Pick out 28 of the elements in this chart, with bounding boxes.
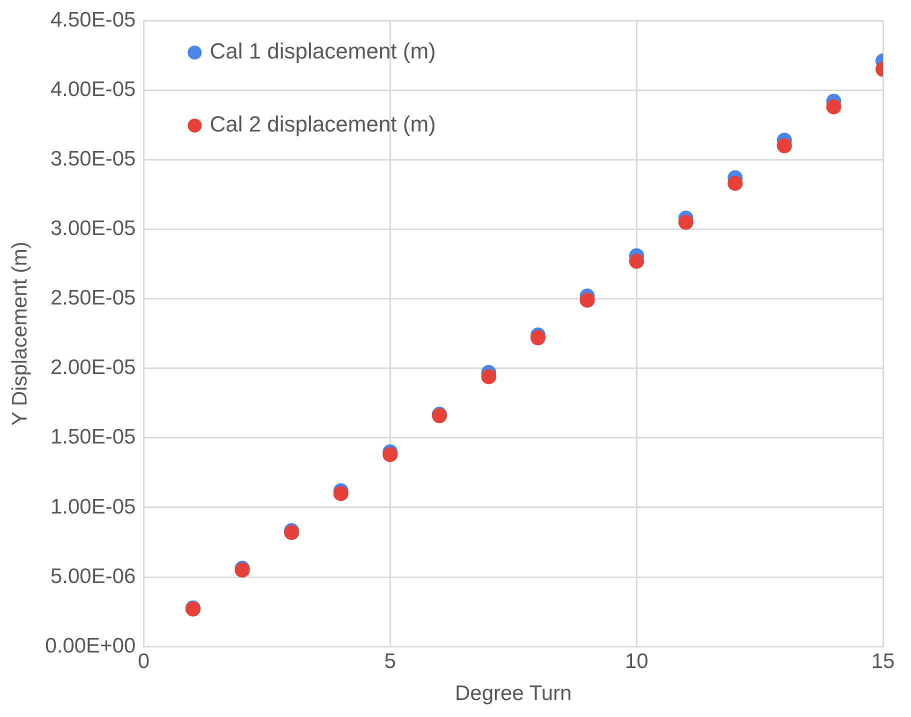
x-axis-title: Degree Turn <box>454 682 572 706</box>
point <box>629 254 644 269</box>
y-axis-title: Y Displacement (m) <box>8 242 32 426</box>
y-tick-label: 3.50E-05 <box>50 148 136 171</box>
legend-label: Cal 2 displacement (m) <box>210 112 436 137</box>
y-tick-label: 5.00E-06 <box>50 564 136 588</box>
point <box>580 292 595 308</box>
point <box>382 447 398 462</box>
y-tick-label: 2.00E-05 <box>50 356 136 380</box>
x-tick-label: 15 <box>871 650 895 673</box>
point <box>776 138 792 154</box>
point <box>826 99 842 114</box>
point <box>333 486 348 502</box>
point <box>678 214 694 230</box>
x-tick-label: 5 <box>384 650 396 673</box>
point <box>481 369 496 384</box>
y-tick-label: 4.50E-05 <box>50 8 136 32</box>
y-tick-label: 1.50E-05 <box>50 426 136 449</box>
y-tick-label: 0.00E+00 <box>45 634 136 658</box>
point <box>728 176 743 191</box>
y-tick-label: 4.00E-05 <box>50 78 136 101</box>
x-tick-label: 0 <box>138 650 150 673</box>
point <box>530 330 546 346</box>
y-tick-label: 3.00E-05 <box>50 217 136 240</box>
x-tick-label: 10 <box>624 650 648 673</box>
legend-label: Cal 1 displacement (m) <box>210 38 436 64</box>
y-tick-label: 2.50E-05 <box>50 286 136 310</box>
y-tick-label: 1.00E-05 <box>50 495 136 518</box>
